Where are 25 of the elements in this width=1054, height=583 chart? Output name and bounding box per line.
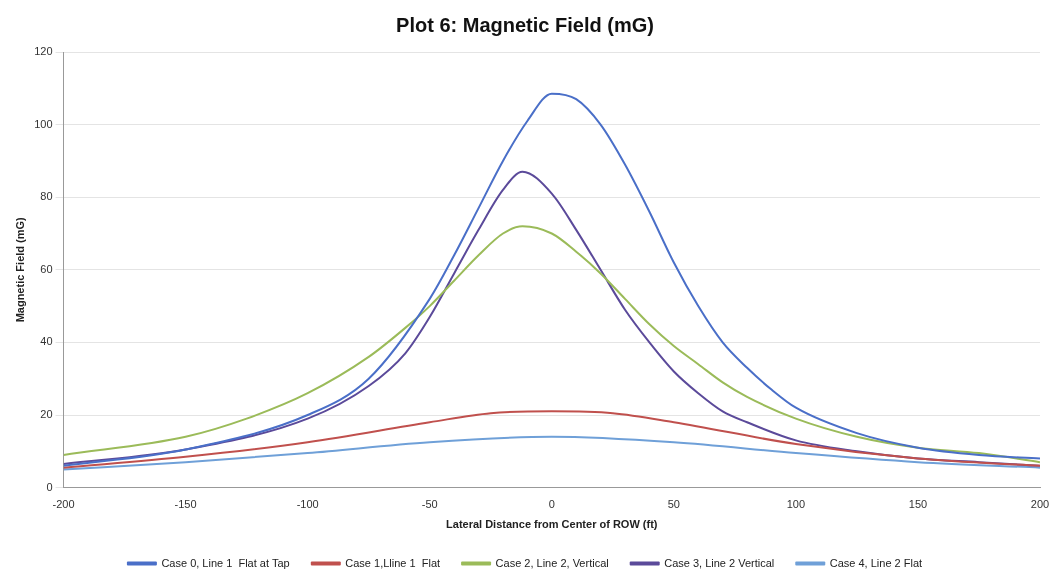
x-tick-label: -50 — [421, 498, 438, 511]
x-tick-label: -150 — [174, 498, 197, 511]
y-tick-label: 20 — [40, 408, 53, 421]
y-tick-label: 40 — [40, 335, 53, 348]
x-axis-title: Lateral Distance from Center of ROW (ft) — [446, 518, 658, 531]
line-series — [63, 435, 1040, 471]
chart-title: Plot 6: Magnetic Field (mG) — [396, 13, 654, 36]
x-tick-label: 100 — [786, 498, 806, 511]
y-tick-label: 120 — [34, 45, 53, 58]
x-tick-label: 50 — [667, 498, 680, 511]
legend-label: Case 0, Line 1 Flat at Tap — [161, 556, 290, 569]
y-tick-label: 80 — [40, 190, 53, 203]
legend-label: Case 3, Line 2 Vertical — [664, 556, 775, 569]
y-axis-title: Magnetic Field (mG) — [13, 216, 26, 323]
x-tick-label: 200 — [1030, 498, 1050, 511]
x-tick-label: 0 — [548, 498, 555, 511]
y-tick-label: 0 — [46, 480, 53, 493]
x-tick-label: -200 — [52, 498, 75, 511]
x-tick-label: 150 — [908, 498, 928, 511]
y-tick-label: 60 — [40, 262, 53, 275]
x-tick-label: -100 — [296, 498, 319, 511]
legend-label: Case 4, Line 2 Flat — [829, 556, 923, 569]
legend-label: Case 2, Line 2, Vertical — [495, 556, 609, 569]
legend-label: Case 1,Lline 1 Flat — [345, 556, 441, 569]
y-tick-label: 100 — [34, 117, 53, 130]
